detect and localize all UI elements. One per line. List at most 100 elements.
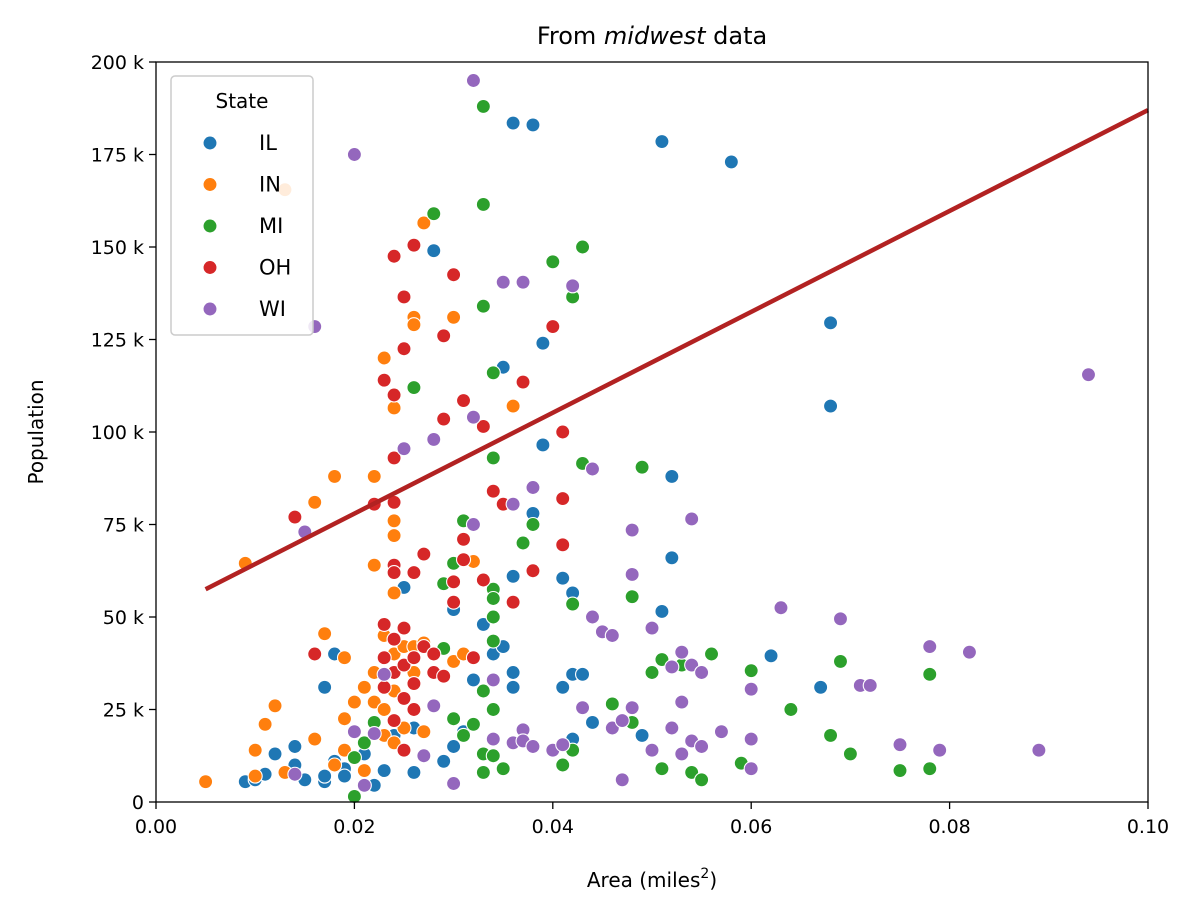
data-point	[961, 644, 977, 660]
data-point	[485, 483, 501, 499]
data-point	[376, 650, 392, 666]
data-point	[892, 737, 908, 753]
data-point	[505, 496, 521, 512]
data-point	[485, 731, 501, 747]
data-point	[317, 626, 333, 642]
legend-items: IL IN MI OH WI	[202, 131, 291, 321]
data-point	[654, 603, 670, 620]
legend-marker	[202, 259, 218, 276]
x-axis-label-sup: 2	[700, 866, 709, 882]
data-point	[584, 609, 601, 625]
data-point	[892, 762, 908, 779]
data-point	[535, 335, 551, 351]
data-point	[575, 700, 591, 716]
data-point	[823, 398, 839, 414]
data-point	[307, 731, 323, 747]
x-tick-label: 0.06	[730, 816, 772, 838]
data-point	[932, 742, 948, 758]
data-point	[416, 546, 432, 562]
data-point	[555, 570, 571, 586]
data-point	[396, 690, 412, 706]
data-point	[386, 565, 402, 581]
data-point	[475, 683, 491, 699]
data-point	[584, 461, 601, 477]
data-point	[664, 550, 680, 566]
data-point	[634, 459, 650, 475]
data-point	[446, 594, 462, 610]
data-point	[475, 98, 491, 114]
data-point	[455, 727, 472, 743]
data-point	[475, 418, 491, 435]
series-wi	[287, 72, 1097, 793]
data-point	[565, 596, 581, 612]
data-point	[356, 777, 372, 793]
legend-label: IN	[259, 173, 281, 197]
data-point	[406, 676, 422, 692]
data-point	[475, 764, 491, 780]
x-axis-ticks: 0.00 0.02 0.04 0.06 0.08 0.10	[135, 802, 1169, 838]
data-point	[465, 672, 481, 688]
y-tick-label: 125 k	[91, 330, 144, 352]
data-point	[505, 398, 521, 414]
data-point	[624, 522, 640, 538]
data-point	[396, 289, 412, 305]
data-point	[436, 411, 452, 427]
data-point	[366, 557, 382, 573]
data-point	[743, 761, 759, 777]
data-point	[386, 631, 402, 647]
data-point	[505, 664, 521, 681]
x-tick-label: 0.02	[333, 816, 375, 838]
data-point	[396, 742, 412, 758]
data-point	[475, 298, 491, 314]
data-point	[475, 572, 491, 588]
data-point	[575, 666, 591, 682]
y-tick-label: 0	[132, 792, 144, 814]
data-point	[386, 400, 402, 416]
data-point	[406, 764, 422, 780]
data-point	[446, 574, 462, 590]
data-point	[386, 248, 402, 264]
data-point	[674, 694, 690, 710]
data-point	[694, 772, 710, 788]
data-point	[644, 664, 660, 681]
data-point	[743, 731, 759, 747]
data-point	[475, 196, 491, 212]
y-axis-ticks: 0 25 k 50 k 75 k 100 k 125 k 150 k 175 k 200 k	[91, 52, 156, 814]
data-point	[327, 468, 343, 484]
data-point	[346, 694, 362, 710]
data-point	[505, 115, 521, 131]
plot-area	[198, 72, 1150, 805]
x-axis-label-text: Area (miles	[587, 868, 701, 892]
data-point	[465, 650, 481, 666]
data-point	[773, 600, 789, 616]
data-point	[823, 727, 839, 743]
data-point	[684, 511, 700, 527]
y-axis-label: Population	[24, 379, 48, 484]
data-point	[247, 742, 263, 758]
x-axis-label-end: )	[709, 868, 717, 892]
data-point	[426, 243, 442, 259]
data-point	[624, 589, 640, 605]
y-tick-label: 75 k	[103, 515, 144, 537]
data-point	[842, 746, 858, 762]
data-point	[465, 409, 481, 425]
data-point	[485, 450, 501, 466]
data-point	[455, 552, 472, 568]
data-point	[455, 531, 472, 547]
data-point	[604, 627, 620, 644]
data-point	[555, 679, 571, 695]
data-point	[832, 611, 849, 627]
data-point	[862, 677, 878, 694]
data-point	[505, 679, 521, 695]
title-prefix: From	[537, 22, 604, 50]
data-point	[386, 528, 402, 544]
data-point	[694, 664, 710, 681]
data-point	[525, 563, 541, 579]
data-point	[485, 748, 501, 764]
data-point	[416, 215, 432, 231]
data-point	[922, 761, 938, 777]
data-point	[267, 698, 283, 714]
data-point	[575, 239, 591, 255]
data-point	[763, 648, 779, 664]
data-point	[446, 309, 462, 325]
